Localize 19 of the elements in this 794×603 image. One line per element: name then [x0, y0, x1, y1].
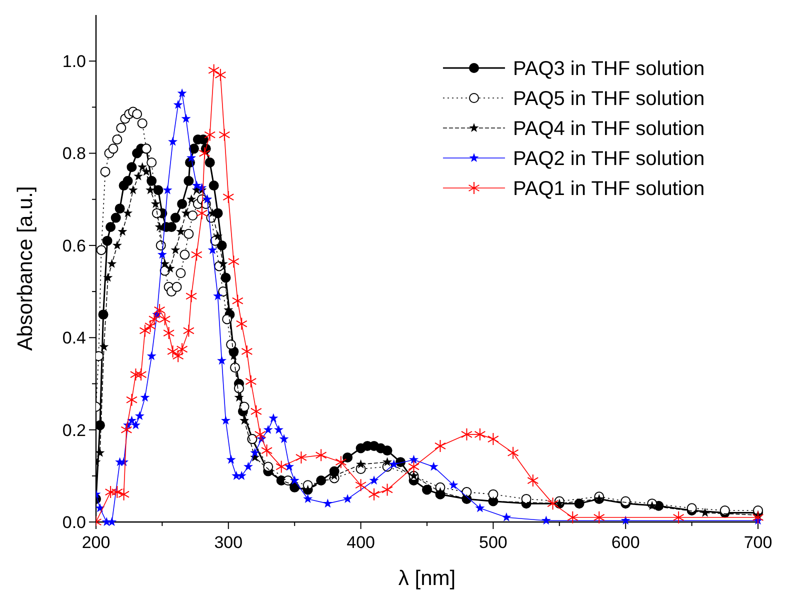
y-tick-label: 1.0: [62, 52, 86, 72]
legend-label: PAQ2 in THF solution: [513, 148, 705, 170]
x-tick-label: 600: [611, 533, 640, 552]
y-tick-label: 0.8: [62, 144, 86, 164]
legend-label: PAQ3 in THF solution: [513, 58, 705, 80]
x-tick-label: 300: [214, 533, 243, 552]
legend-label: PAQ5 in THF solution: [513, 88, 705, 110]
legend-label: PAQ4 in THF solution: [513, 118, 705, 140]
legend-label: PAQ1 in THF solution: [513, 178, 705, 200]
y-tick-label: 0.6: [62, 236, 86, 256]
x-tick-label: 200: [82, 533, 110, 552]
x-tick-label: 400: [346, 533, 375, 552]
x-tick-label: 500: [479, 533, 508, 552]
y-tick-label: 0.2: [62, 420, 86, 440]
y-axis-title: Absorbance [a.u.]: [14, 186, 37, 351]
y-tick-label: 0.4: [62, 328, 86, 348]
x-tick-label: 700: [744, 533, 772, 552]
y-tick-label: 0.0: [62, 512, 86, 532]
x-axis-title: λ [nm]: [398, 567, 456, 590]
